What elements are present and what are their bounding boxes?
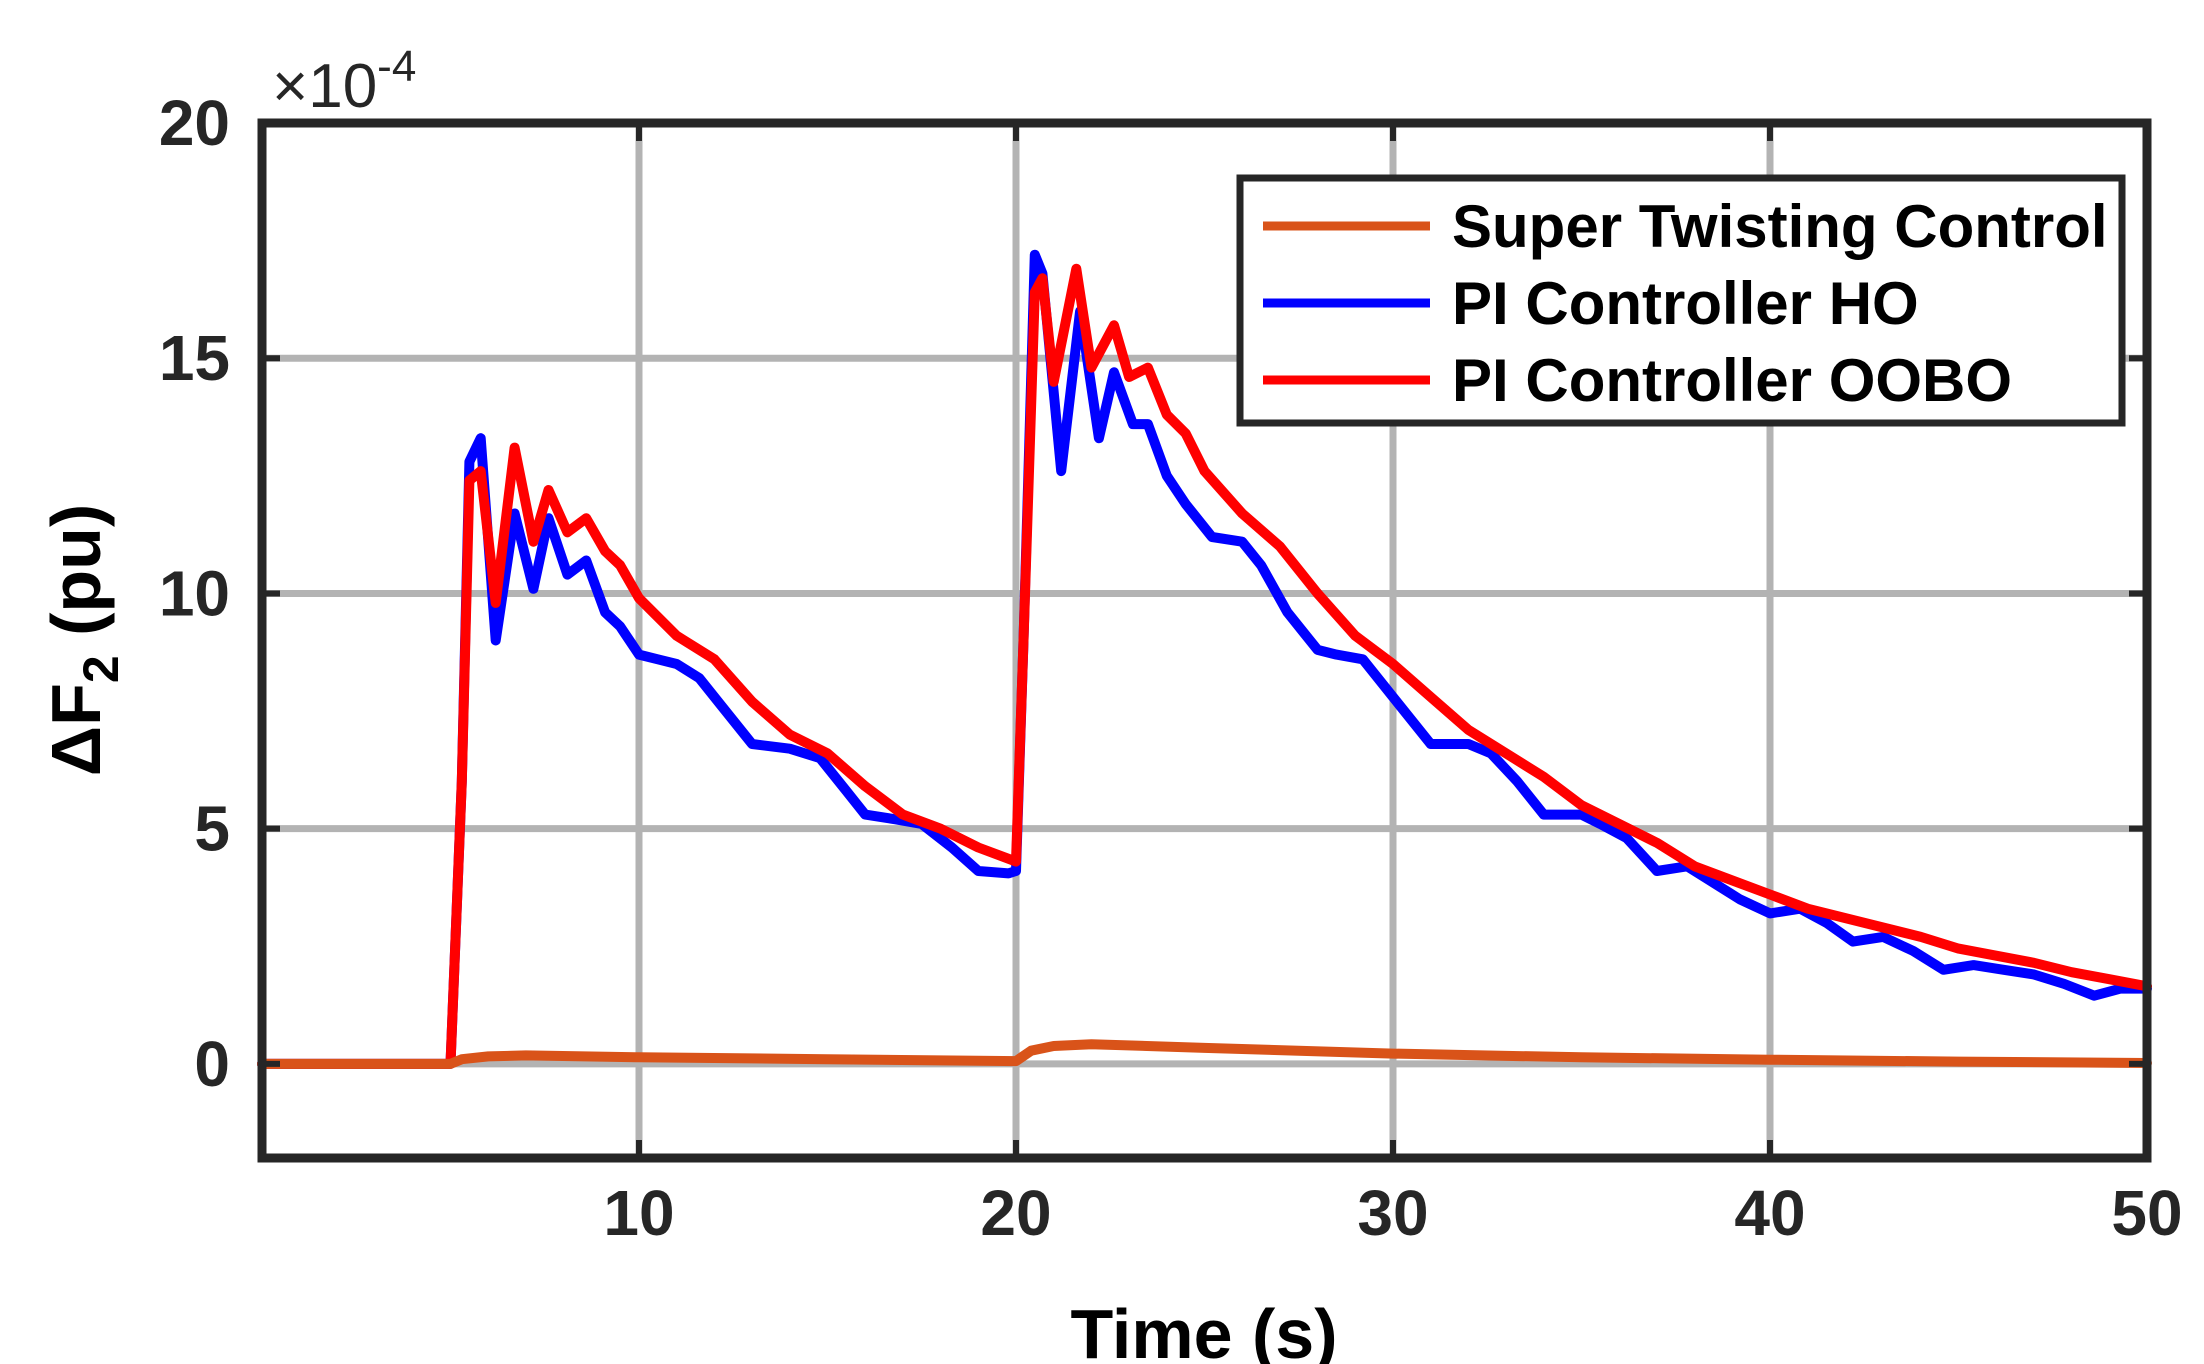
x-tick-label: 50 <box>2111 1177 2182 1249</box>
x-tick-label: 20 <box>980 1177 1051 1249</box>
x-tick-label: 40 <box>1734 1177 1805 1249</box>
series-layer <box>257 249 2152 1069</box>
legend-label-pi-ho: PI Controller HO <box>1452 270 1919 337</box>
legend-label-pi-oobo: PI Controller OOBO <box>1452 347 2012 414</box>
x-tick-label: 10 <box>603 1177 674 1249</box>
legend: Super Twisting Control PI Controller HO … <box>1236 174 2126 427</box>
y-tick-label: 5 <box>194 793 230 865</box>
series-line-pi-ho <box>257 249 2152 1069</box>
y-tick-label: 0 <box>194 1028 230 1100</box>
axis-ticks: 10 20 30 40 50 0 5 10 15 20 <box>159 87 2183 1249</box>
exponent-label: ×10-4 <box>272 42 416 121</box>
legend-label-super-twisting: Super Twisting Control <box>1452 193 2108 260</box>
x-tick-label: 30 <box>1357 1177 1428 1249</box>
series-line-pi-oobo <box>257 263 2152 1069</box>
y-axis-label: ΔF2 (pu) <box>37 504 129 776</box>
y-tick-label: 10 <box>159 557 230 629</box>
plot-border <box>257 118 2152 1163</box>
y-tick-label: 20 <box>159 87 230 159</box>
x-axis-label: Time (s) <box>1070 1295 1337 1364</box>
y-tick-label: 15 <box>159 322 230 394</box>
series-line-super-twisting <box>257 1039 2152 1069</box>
